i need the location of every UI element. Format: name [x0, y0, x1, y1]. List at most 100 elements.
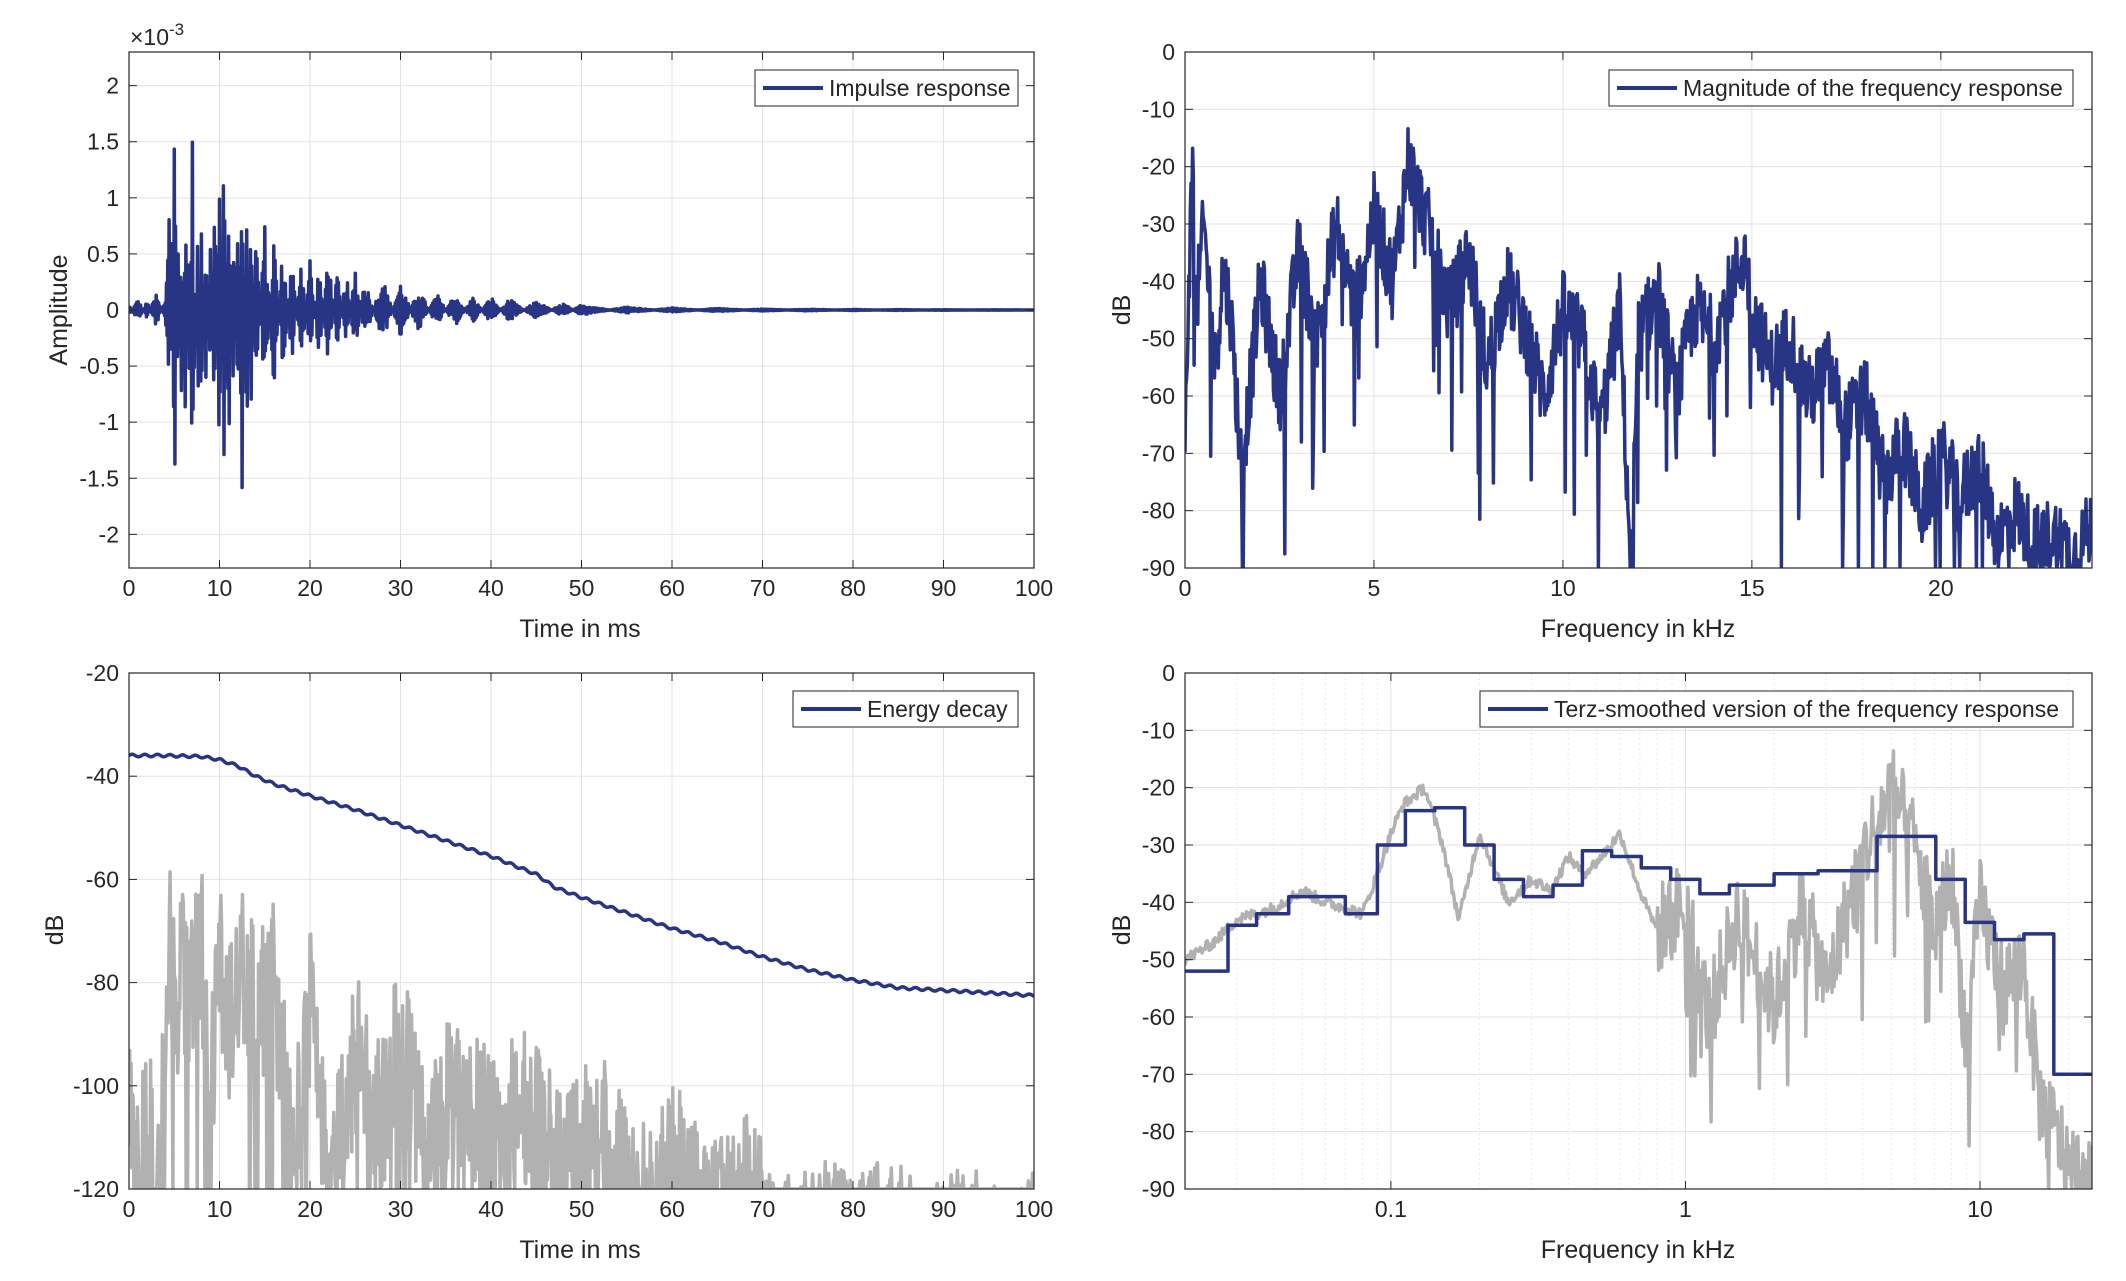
terz-x-tick-label: 0.1 — [1375, 1196, 1407, 1222]
terz-y-tick-label: -30 — [1142, 832, 1175, 858]
impulse-x-tick-label: 50 — [569, 575, 595, 601]
energy-y-tick-label: -100 — [73, 1073, 119, 1099]
magnitude-x-tick-label: 5 — [1368, 575, 1381, 601]
terz-series-group — [1185, 749, 2092, 1189]
impulse-y-tick-label: -1 — [99, 409, 119, 435]
impulse-x-tick-label: 40 — [478, 575, 504, 601]
energy-reference-series-line — [129, 870, 1034, 1189]
magnitude-y-tick-label: 0 — [1162, 39, 1175, 65]
impulse-x-tick-label: 80 — [840, 575, 866, 601]
impulse-y-tick-label: 2 — [106, 73, 119, 99]
terz-chart: 0.1 1 10 0 -10 -20 -30 -40 -50 -60 -70 -80 -90 Frequ… — [1108, 660, 2093, 1264]
terz-legend-label: Terz-smoothed version of the frequency r… — [1554, 696, 2059, 722]
energy-plot-layer: 0 10 20 30 40 50 60 70 80 90 100 -20 -40 -60 -80 -100 -1… — [73, 660, 1053, 1222]
energy-x-tick-label: 50 — [569, 1196, 595, 1222]
magnitude-plot-layer: 0 5 10 15 20 0 -10 -20 -30 -40 -50 -60 -70 -80 -90 — [1142, 39, 2093, 601]
terz-y-tick-label: -50 — [1142, 947, 1175, 973]
terz-y-label: dB — [1108, 915, 1136, 946]
impulse-y-tick-label: 0.5 — [87, 241, 119, 267]
magnitude-y-tick-label: -80 — [1142, 498, 1175, 524]
impulse-x-tick-label: 90 — [931, 575, 957, 601]
impulse-exponent-label: ×10-3 — [130, 20, 184, 50]
terz-y-tick-label: -60 — [1142, 1004, 1175, 1030]
impulse-y-tick-label: -0.5 — [79, 353, 119, 379]
energy-x-tick-label: 100 — [1015, 1196, 1053, 1222]
magnitude-y-tick-label: -90 — [1142, 555, 1175, 581]
energy-series-line — [129, 752, 1034, 998]
impulse-plot-layer: 0 10 20 30 40 50 60 70 80 90 100 2 1.5 1 0.5 0 -0.5 -1 -1.… — [79, 51, 1053, 601]
magnitude-series-group — [1185, 126, 2092, 568]
impulse-y-tick-label: 0 — [106, 297, 119, 323]
energy-x-tick-label: 80 — [840, 1196, 866, 1222]
energy-x-tick-label: 70 — [750, 1196, 776, 1222]
terz-y-tick-label: -10 — [1142, 717, 1175, 743]
magnitude-legend-label: Magnitude of the frequency response — [1683, 75, 2063, 101]
energy-y-tick-label: -40 — [86, 763, 119, 789]
magnitude-y-tick-label: -60 — [1142, 383, 1175, 409]
magnitude-y-label: dB — [1108, 295, 1136, 326]
impulse-chart: 0 10 20 30 40 50 60 70 80 90 100 2 1.5 1 0.5 0 -0.5 -1 -1.… — [45, 20, 1053, 643]
magnitude-x-label: Frequency in kHz — [1541, 615, 1736, 643]
impulse-y-label: Amplitude — [45, 254, 73, 365]
energy-x-label: Time in ms — [519, 1236, 640, 1264]
terz-x-label: Frequency in kHz — [1541, 1236, 1736, 1264]
energy-y-tick-label: -60 — [86, 866, 119, 892]
energy-y-tick-label: -120 — [73, 1176, 119, 1202]
energy-y-tick-label: -20 — [86, 660, 119, 686]
energy-x-tick-label: 40 — [478, 1196, 504, 1222]
terz-y-tick-label: -90 — [1142, 1176, 1175, 1202]
terz-reference-series-line — [1185, 749, 2092, 1189]
terz-series-line — [1185, 805, 2092, 1077]
impulse-series-group — [129, 140, 1034, 490]
impulse-y-tick-label: 1.5 — [87, 129, 119, 155]
energy-chart: 0 10 20 30 40 50 60 70 80 90 100 -20 -40 -60 -80 -100 -1… — [41, 660, 1053, 1264]
magnitude-legend: Magnitude of the frequency response — [1608, 69, 2074, 107]
magnitude-y-tick-label: -40 — [1142, 268, 1175, 294]
impulse-x-tick-label: 70 — [750, 575, 776, 601]
impulse-series-line — [129, 140, 1034, 490]
terz-legend: Terz-smoothed version of the frequency r… — [1479, 690, 2074, 728]
magnitude-series-line — [1185, 126, 2092, 568]
impulse-x-tick-label: 20 — [297, 575, 323, 601]
impulse-x-tick-label: 100 — [1015, 575, 1053, 601]
magnitude-y-tick-label: -10 — [1142, 96, 1175, 122]
terz-x-tick-label: 1 — [1679, 1196, 1692, 1222]
impulse-legend: Impulse response — [754, 69, 1019, 107]
energy-x-tick-label: 0 — [123, 1196, 136, 1222]
magnitude-y-tick-label: -70 — [1142, 440, 1175, 466]
impulse-x-tick-label: 60 — [659, 575, 685, 601]
terz-y-tick-label: 0 — [1162, 660, 1175, 686]
energy-x-tick-label: 20 — [297, 1196, 323, 1222]
terz-y-tick-label: -80 — [1142, 1119, 1175, 1145]
impulse-x-tick-label: 0 — [123, 575, 136, 601]
magnitude-x-tick-label: 0 — [1179, 575, 1192, 601]
terz-y-tick-label: -70 — [1142, 1061, 1175, 1087]
magnitude-x-tick-label: 15 — [1739, 575, 1765, 601]
energy-y-label: dB — [41, 915, 69, 946]
energy-legend: Energy decay — [792, 690, 1019, 728]
energy-x-tick-label: 10 — [207, 1196, 233, 1222]
terz-y-tick-label: -40 — [1142, 889, 1175, 915]
energy-legend-label: Energy decay — [867, 696, 1008, 722]
impulse-x-label: Time in ms — [519, 615, 640, 643]
impulse-y-tick-label: 1 — [106, 185, 119, 211]
magnitude-chart: 0 5 10 15 20 0 -10 -20 -30 -40 -50 -60 -70 -80 -90 Fre… — [1108, 39, 2093, 643]
energy-x-tick-label: 30 — [388, 1196, 414, 1222]
impulse-y-tick-label: -2 — [99, 521, 119, 547]
impulse-exponent-base: ×10 — [130, 24, 169, 50]
impulse-legend-label: Impulse response — [829, 75, 1011, 101]
energy-x-tick-label: 90 — [931, 1196, 957, 1222]
magnitude-axes-frame — [1184, 51, 2093, 569]
magnitude-y-tick-label: -50 — [1142, 326, 1175, 352]
terz-plot-layer: 0.1 1 10 0 -10 -20 -30 -40 -50 -60 -70 -80 -90 — [1142, 660, 2093, 1222]
magnitude-legend-box — [1608, 69, 2074, 107]
energy-x-tick-label: 60 — [659, 1196, 685, 1222]
impulse-exponent-power: -3 — [169, 20, 184, 39]
magnitude-x-tick-label: 20 — [1928, 575, 1954, 601]
energy-y-tick-label: -80 — [86, 970, 119, 996]
magnitude-y-tick-label: -20 — [1142, 154, 1175, 180]
terz-axes-frame — [1184, 672, 2093, 1190]
energy-series-group — [129, 752, 1034, 1189]
